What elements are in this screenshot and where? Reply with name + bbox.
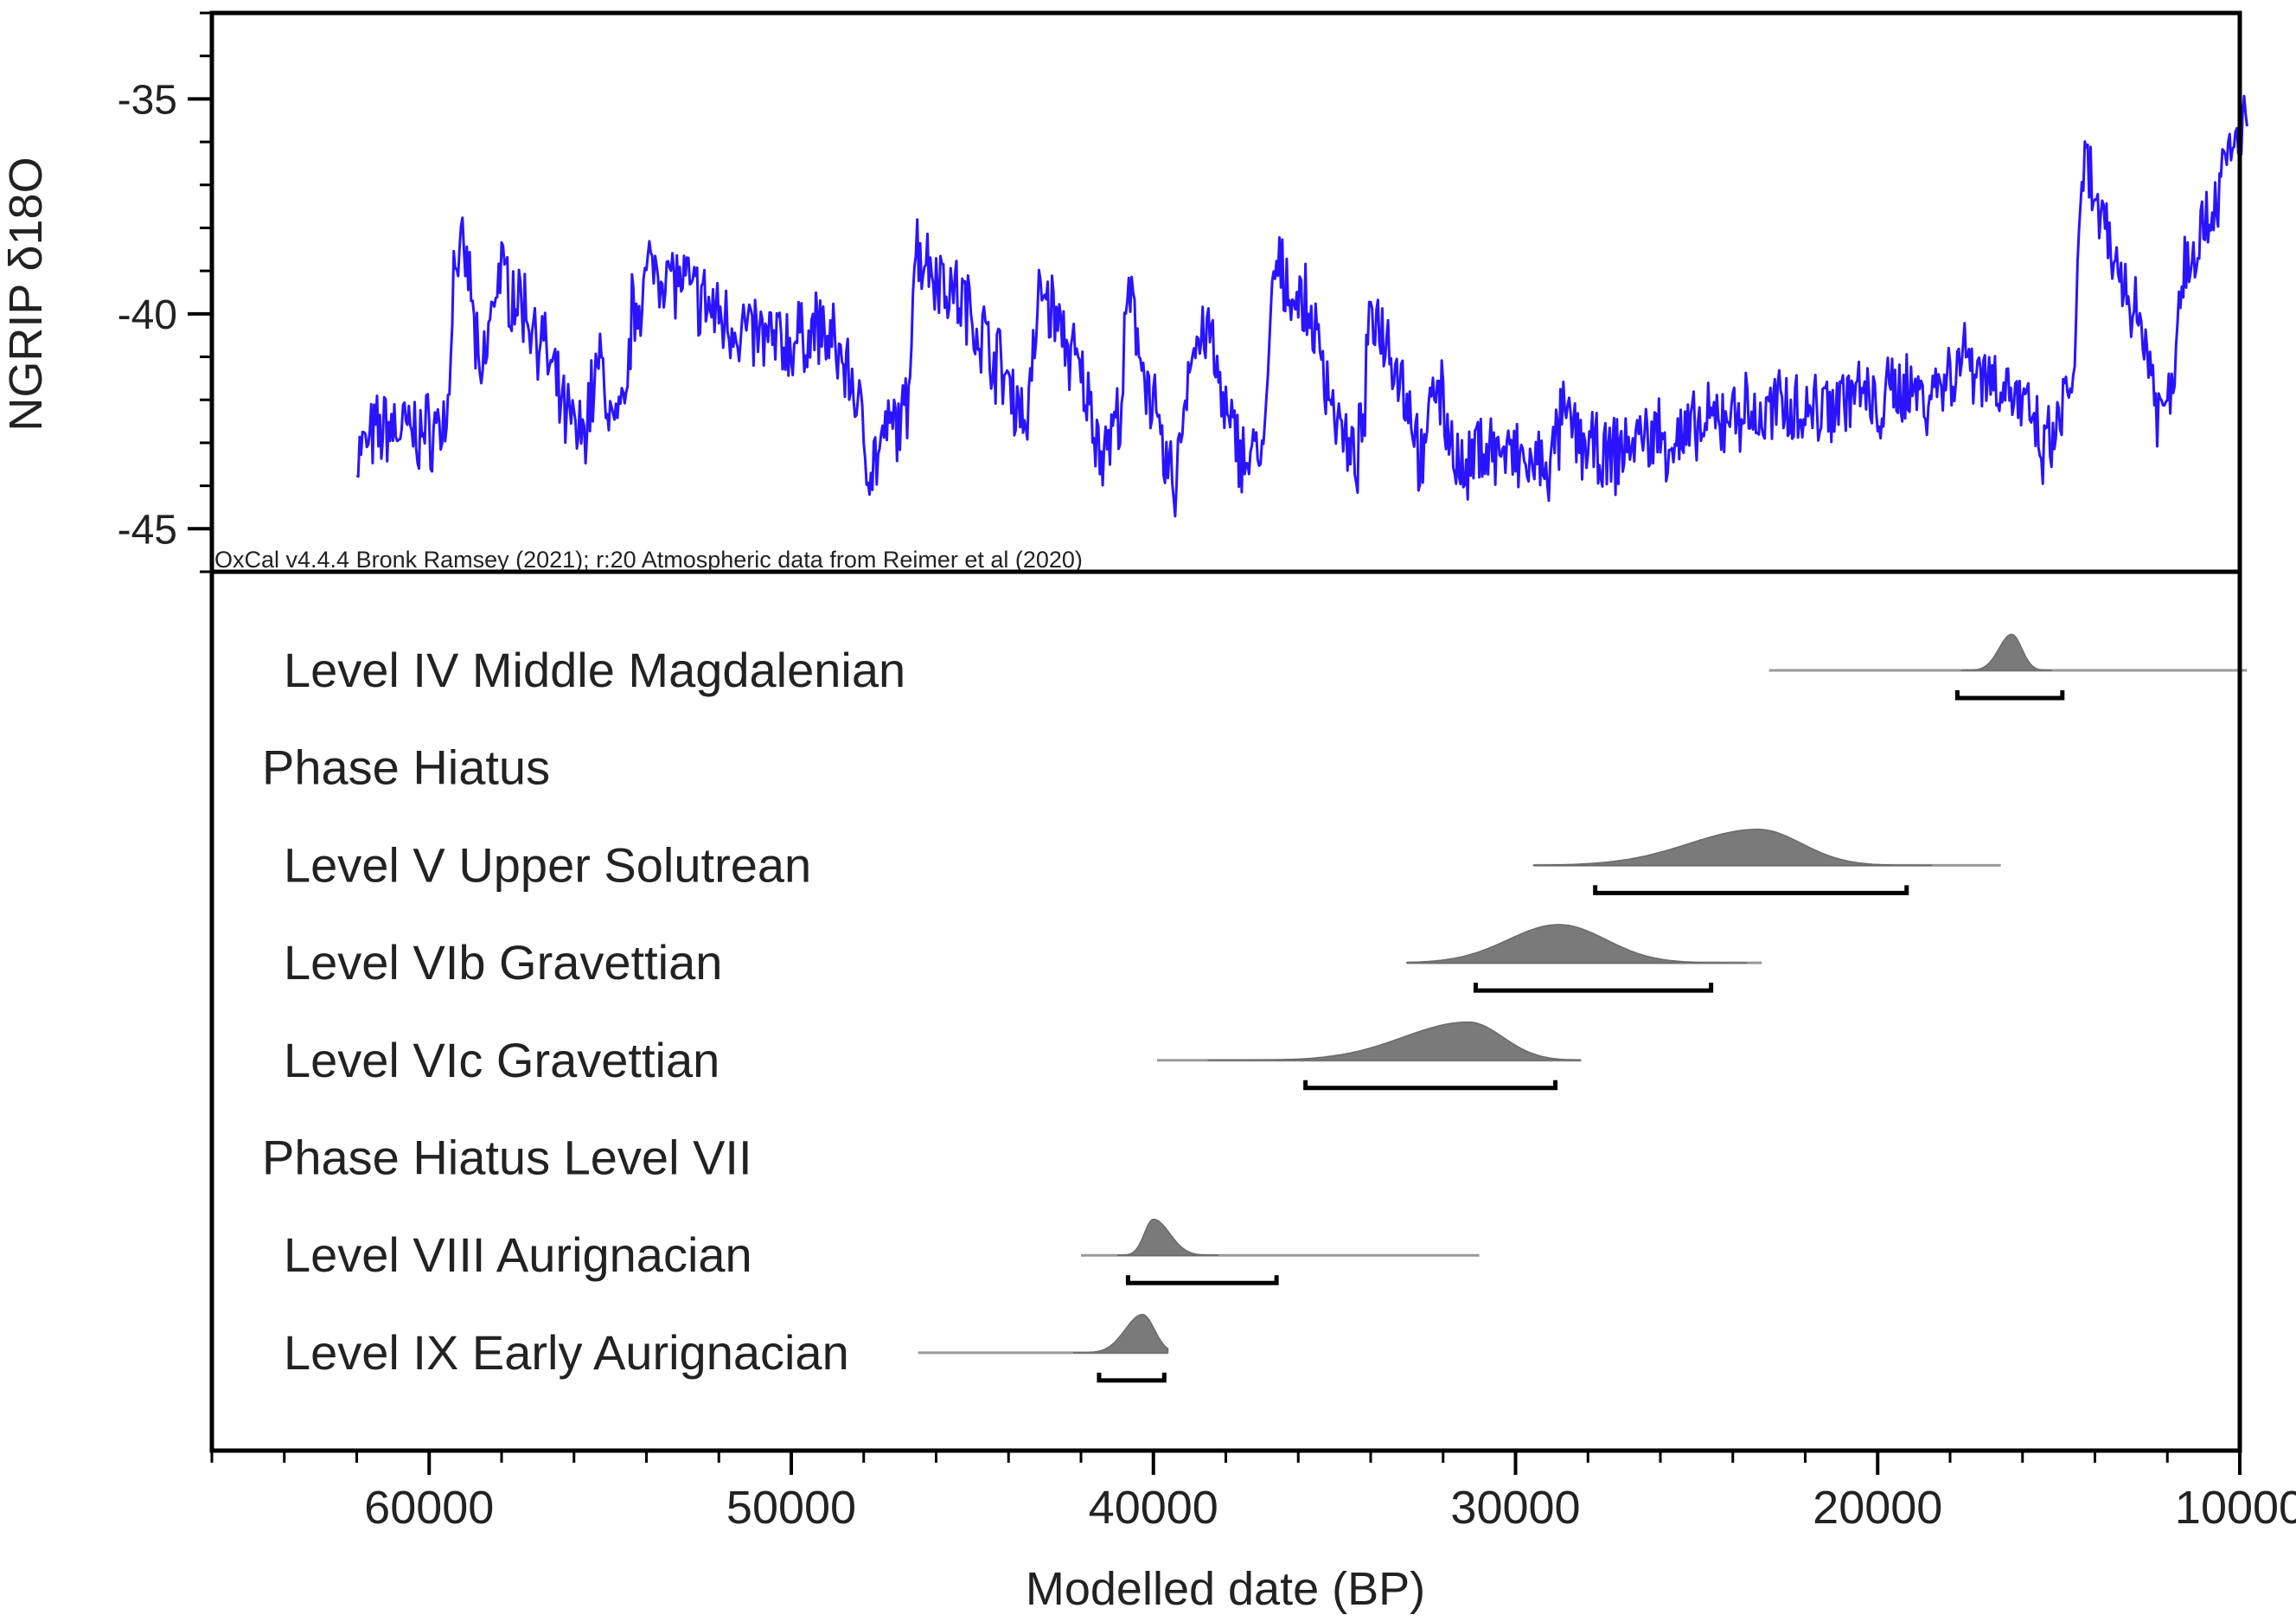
ngrip-d18o-line [355,94,2248,518]
x-tick-label: 30000 [1450,1482,1580,1534]
y-tick-label: -40 [118,292,177,338]
phase-label: Phase Hiatus [262,740,550,795]
phase-row: Level IV Middle Magdalenian [284,633,2248,701]
x-tick-label: 20000 [1813,1482,1942,1534]
phase-label: Level IX Early Aurignacian [284,1325,849,1380]
y-tick-label: -35 [118,77,177,123]
posterior-distribution [1532,829,1933,867]
phase-distributions: Level IV Middle Magdalenian Phase Hiatus L… [262,633,2248,1383]
x-axis-ticks: 60000 50000 40000 30000 20000 10000 [210,1451,2296,1534]
posterior-distribution [1207,1021,1582,1061]
x-tick-label: 60000 [364,1482,494,1534]
range-95-bracket [1125,1275,1279,1285]
oxcal-credit: OxCal v4.4.4 Bronk Ramsey (2021); r:20 A… [214,547,1083,573]
phase-row: Phase Hiatus Level VII [262,1131,752,1185]
posterior-distribution [1072,1313,1169,1354]
phase-label: Level V Upper Solutrean [284,837,811,892]
range-95-bracket [1303,1080,1558,1091]
y-axis-label: NGRIP δ18O [0,157,52,431]
phase-label: Level IV Middle Magdalenian [284,643,905,697]
phase-row: Level VIb Gravettian [284,924,1762,993]
range-95-bracket [1097,1372,1167,1383]
ngrip-panel: -35 -40 -45 NGRIP δ18O OxCal v4.4.4 Bronk … [0,10,2248,574]
phase-label: Level VIb Gravettian [284,935,722,990]
phase-label: Level VIII Aurignacian [284,1227,752,1282]
posterior-distribution [1116,1218,1219,1256]
phase-row: Level IX Early Aurignacian [284,1313,1169,1383]
phase-label: Phase Hiatus Level VII [262,1131,752,1185]
x-axis-label: Modelled date (BP) [1026,1563,1425,1615]
posterior-distribution [1406,924,1748,964]
posterior-distribution [1960,633,2053,671]
x-tick-label: 40000 [1089,1482,1218,1534]
phase-row: Phase Hiatus [262,740,550,795]
x-tick-label: 50000 [726,1482,856,1534]
phase-row: Level VIII Aurignacian [284,1218,1480,1285]
phases-panel: Level IV Middle Magdalenian Phase Hiatus L… [209,569,2248,1453]
phase-row: Level V Upper Solutrean [284,829,2001,895]
range-95-bracket [1954,690,2065,701]
range-95-bracket [1473,983,1714,993]
phase-row: Level VIc Gravettian [284,1021,1582,1091]
range-95-bracket [1593,885,1909,895]
x-tick-label: 10000 [2175,1482,2296,1534]
y-tick-label: -45 [118,507,177,553]
phase-label: Level VIc Gravettian [284,1033,719,1087]
